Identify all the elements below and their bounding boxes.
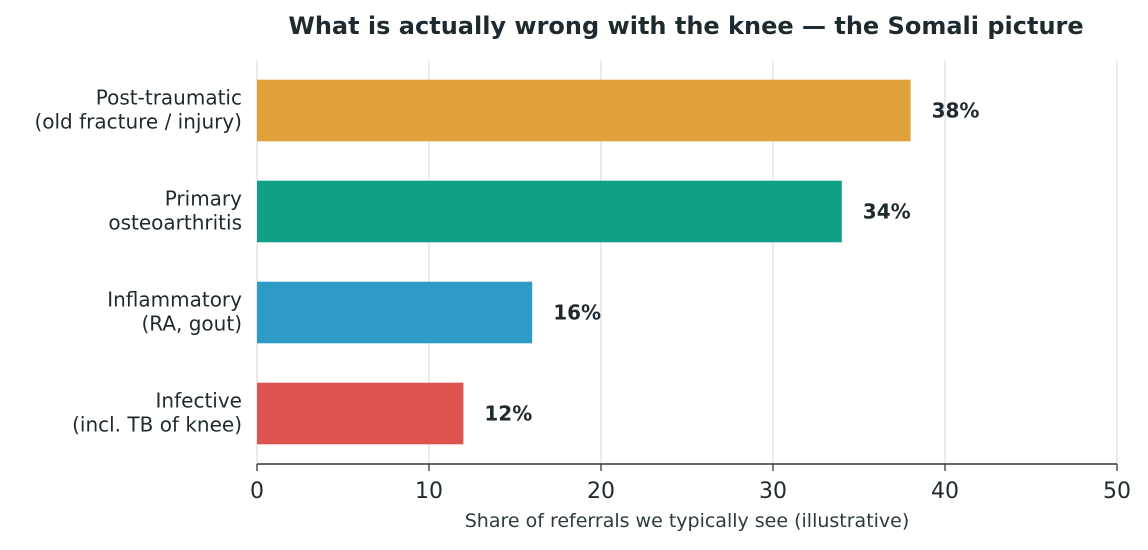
category-label: (incl. TB of knee) — [72, 413, 242, 437]
bar — [257, 281, 533, 344]
x-axis-label: Share of referrals we typically see (ill… — [465, 510, 910, 532]
x-tick-label: 30 — [759, 479, 787, 504]
x-tick-label: 50 — [1103, 479, 1131, 504]
x-tick-label: 20 — [587, 479, 615, 504]
category-label: Infective — [156, 389, 242, 413]
bar — [257, 180, 842, 243]
category-label: (old fracture / injury) — [34, 110, 242, 134]
bar — [257, 79, 911, 142]
category-label: Post-traumatic — [96, 86, 242, 110]
labels-layer: 38% Post-traumatic(old fracture / injury)… — [34, 86, 979, 437]
bar — [257, 382, 464, 445]
x-tick-label: 10 — [415, 479, 443, 504]
value-label: 38% — [932, 99, 980, 123]
value-label: 34% — [863, 200, 911, 224]
category-label: Primary — [165, 187, 242, 211]
category-label: osteoarthritis — [108, 211, 242, 235]
chart-title: What is actually wrong with the knee — t… — [288, 12, 1083, 40]
value-label: 16% — [553, 301, 601, 325]
bars-layer — [257, 79, 911, 445]
category-label: Inflammatory — [107, 288, 242, 312]
x-tick-label: 0 — [250, 479, 264, 504]
x-axis: 0 10 20 30 40 50 — [250, 463, 1131, 504]
x-tick-label: 40 — [931, 479, 959, 504]
category-label: (RA, gout) — [141, 312, 242, 336]
value-label: 12% — [484, 402, 532, 426]
